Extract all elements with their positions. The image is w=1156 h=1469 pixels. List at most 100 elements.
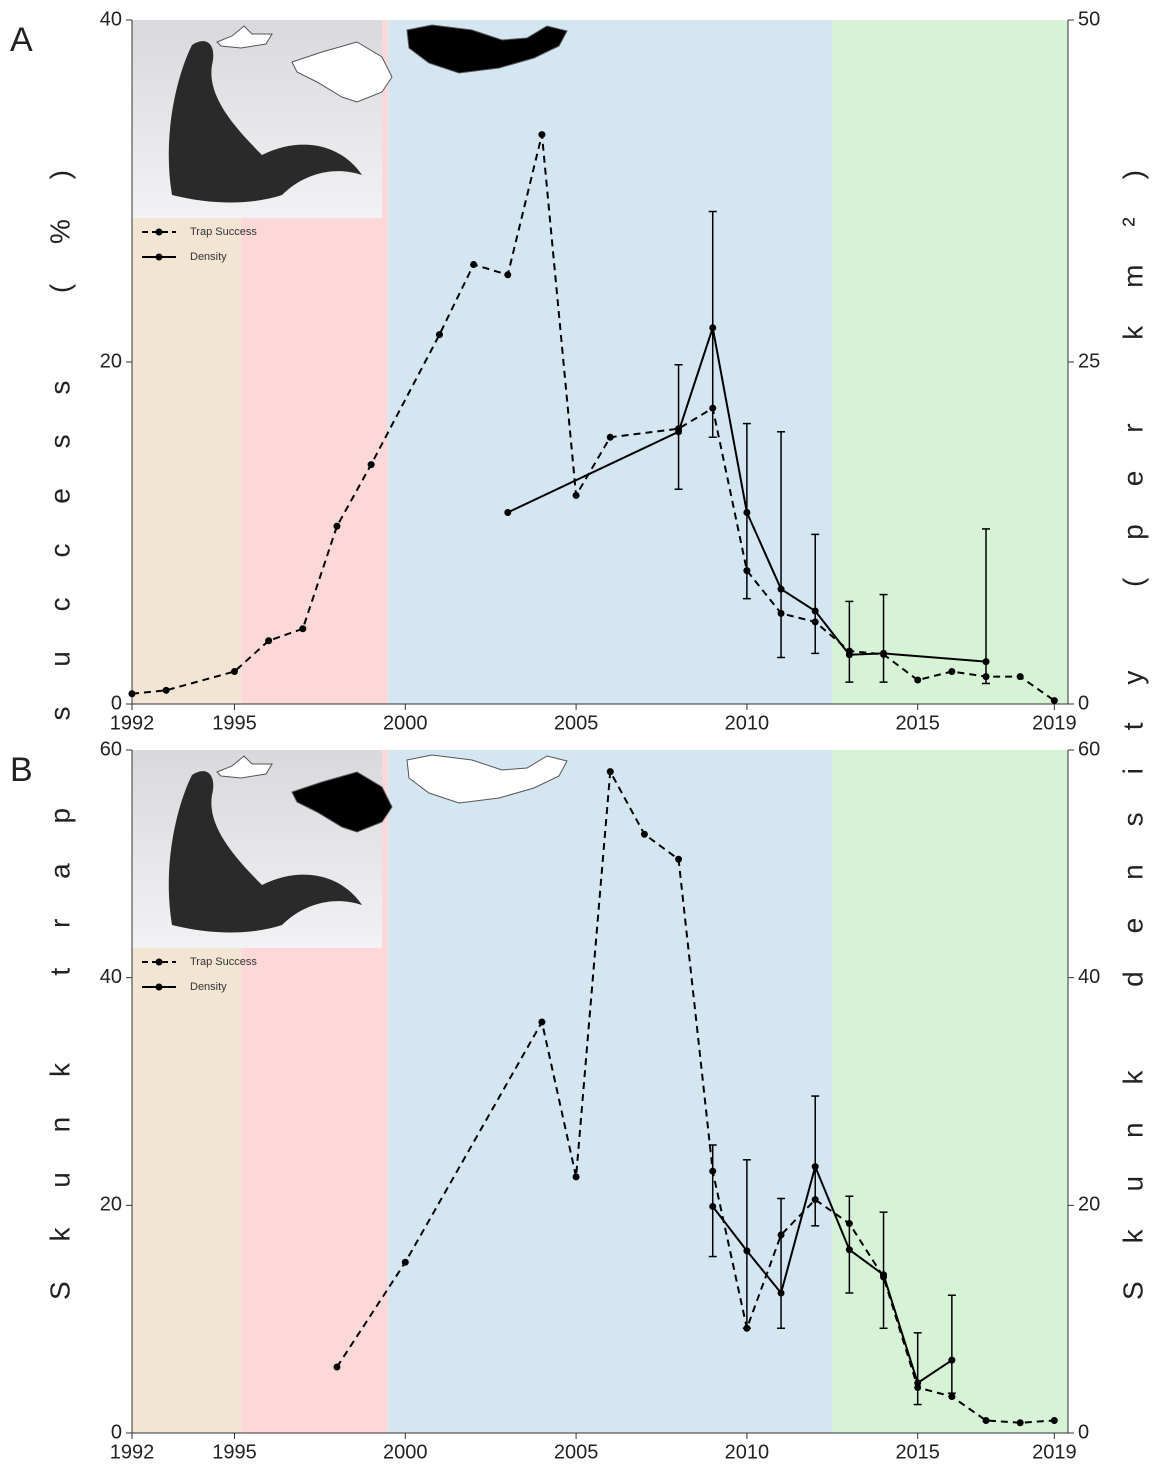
y2-tick-label: 0 [1078, 1421, 1089, 1443]
data-point [777, 585, 785, 593]
x-tick-label: 2010 [725, 1441, 770, 1463]
data-point [811, 607, 819, 615]
y-axis-label: Skunk trap success (%) [44, 170, 75, 1300]
island [216, 25, 273, 49]
data-point [333, 1363, 341, 1371]
period-band [832, 20, 1068, 704]
y-tick-label: 60 [100, 738, 122, 760]
x-tick-label: 2019 [1032, 1441, 1077, 1463]
legend-marker [155, 253, 163, 261]
series-line [711, 1163, 953, 1385]
data-point [1016, 673, 1024, 681]
data-point [640, 830, 648, 838]
data-point [435, 331, 443, 339]
data-point [982, 658, 990, 666]
legend-label: Trap Success [190, 956, 257, 968]
x-tick-label: 2010 [725, 712, 770, 734]
data-point [230, 668, 238, 676]
y-tick-label: 40 [100, 966, 122, 988]
data-point [470, 261, 478, 269]
island [216, 755, 273, 779]
x-tick-label: 2000 [383, 712, 428, 734]
x-tick-label: 2015 [895, 1441, 940, 1463]
data-point [880, 649, 888, 657]
data-point [811, 1163, 819, 1171]
island [406, 24, 568, 74]
data-point [743, 508, 751, 516]
island [291, 41, 393, 103]
data-point [606, 433, 614, 441]
data-point [709, 324, 717, 332]
data-point [538, 1018, 546, 1026]
data-point [572, 1173, 580, 1181]
panel-label: B [10, 751, 33, 789]
data-point [367, 461, 375, 469]
data-point [572, 491, 580, 499]
legend-label: Density [190, 251, 227, 263]
legend-marker [155, 958, 163, 966]
y-tick-label: 20 [100, 350, 122, 372]
island [291, 771, 393, 833]
x-tick-label: 1995 [212, 1441, 257, 1463]
series-line [336, 768, 1055, 1424]
period-band [388, 750, 833, 1433]
skunk-silhouette [168, 41, 362, 203]
data-point [128, 690, 136, 698]
panel-label: A [10, 21, 33, 59]
data-point [709, 1202, 717, 1210]
x-tick-label: 1992 [110, 712, 155, 734]
y-tick-label: 40 [100, 8, 122, 30]
data-point [1050, 697, 1058, 705]
data-point [675, 428, 683, 436]
data-point [743, 1247, 751, 1255]
data-point [777, 1289, 785, 1297]
x-tick-label: 1992 [110, 1441, 155, 1463]
y2-tick-label: 25 [1078, 350, 1100, 372]
y-tick-label: 20 [100, 1194, 122, 1216]
data-point [504, 271, 512, 279]
data-point [880, 1271, 888, 1279]
data-point [845, 1246, 853, 1254]
data-point [1050, 1416, 1058, 1424]
y2-tick-label: 50 [1078, 8, 1100, 30]
y2-tick-label: 0 [1078, 692, 1089, 714]
data-point [538, 131, 546, 139]
island [406, 754, 568, 804]
data-point [504, 508, 512, 516]
y2-tick-label: 40 [1078, 966, 1100, 988]
data-point [606, 768, 614, 776]
x-tick-label: 2015 [895, 712, 940, 734]
legend-marker [155, 983, 163, 991]
data-point [914, 676, 922, 684]
data-point [948, 668, 956, 676]
y-tick-label: 0 [111, 692, 122, 714]
data-point [948, 1356, 956, 1364]
data-point [299, 625, 307, 633]
plot-layers: 1992 1995 2000 2005 2010 2015 20190204002550AT… [10, 8, 1100, 1463]
data-point [333, 522, 341, 530]
data-point [401, 1258, 409, 1266]
x-tick-label: 2000 [383, 1441, 428, 1463]
data-point [1016, 1419, 1024, 1427]
skunk-silhouette [168, 771, 362, 933]
data-point [914, 1379, 922, 1387]
y2-tick-label: 60 [1078, 738, 1100, 760]
period-band [388, 20, 833, 704]
data-point [845, 651, 853, 659]
legend-label: Trap Success [190, 226, 257, 238]
x-tick-label: 2005 [554, 1441, 599, 1463]
data-point [265, 637, 273, 645]
data-point [675, 855, 683, 863]
y-tick-label: 0 [111, 1421, 122, 1443]
x-tick-label: 1995 [212, 712, 257, 734]
x-tick-label: 2019 [1032, 712, 1077, 734]
y2-axis-label: Skunk density (per km²) [1117, 170, 1148, 1300]
legend-label: Density [190, 981, 227, 993]
data-point [982, 1416, 990, 1424]
legend-marker [155, 228, 163, 236]
data-point [948, 1393, 956, 1401]
y2-tick-label: 20 [1078, 1194, 1100, 1216]
period-band [832, 750, 1068, 1433]
x-tick-label: 2005 [554, 712, 599, 734]
